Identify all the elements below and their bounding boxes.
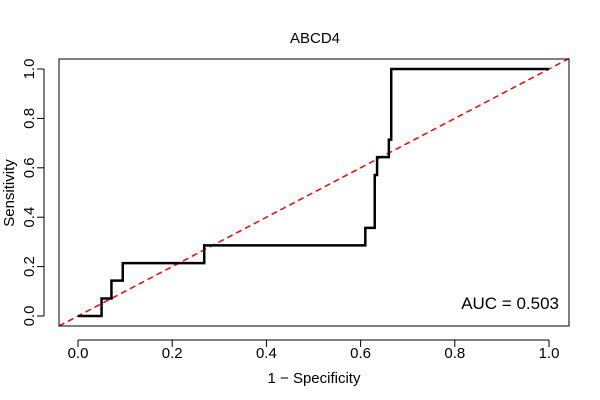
reference-diagonal-line [58, 57, 570, 327]
roc-curve-line [78, 67, 549, 318]
y-axis-label: Sensitivity [1, 159, 18, 227]
x-tick-label: 0.2 [162, 345, 183, 362]
x-tick-label: 1.0 [539, 345, 560, 362]
x-tick-label: 0.6 [350, 345, 371, 362]
y-tick-label: 1.0 [21, 59, 38, 80]
x-tick-label: 0.0 [68, 345, 89, 362]
plot-area [58, 57, 570, 327]
plot-frame [58, 58, 570, 327]
y-tick-label: 0.6 [21, 157, 38, 178]
y-tick-label: 0.8 [21, 108, 38, 129]
axes: 0.0 0.2 0.4 0.6 0.8 1.0 0.0 0.2 0.4 0.6 0.8 1.0 [21, 59, 559, 362]
y-tick-label: 0.2 [21, 256, 38, 277]
x-tick-label: 0.8 [444, 345, 465, 362]
x-axis-label: 1 − Specificity [268, 370, 361, 387]
chart-title: ABCD4 [290, 30, 340, 47]
x-tick-label: 0.4 [256, 345, 277, 362]
y-tick-label: 0.0 [21, 306, 38, 327]
auc-annotation: AUC = 0.503 [461, 294, 559, 313]
y-tick-label: 0.4 [21, 207, 38, 228]
